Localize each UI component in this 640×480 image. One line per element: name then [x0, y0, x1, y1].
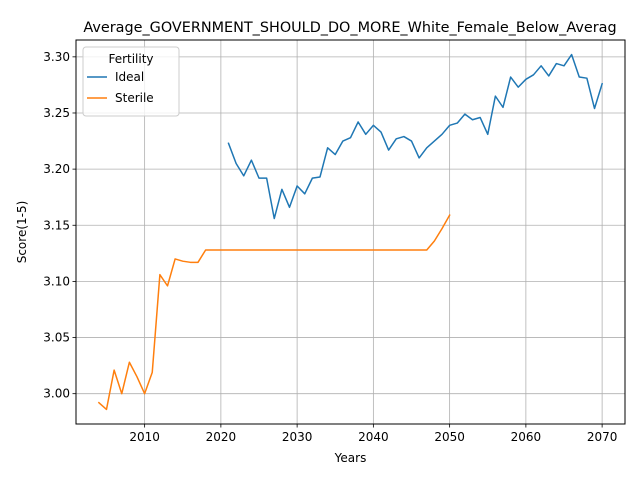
- y-tick-label: 3.00: [43, 387, 70, 401]
- y-tick-label: 3.20: [43, 162, 70, 176]
- y-tick-label: 3.05: [43, 331, 70, 345]
- x-tick-label: 2010: [129, 430, 160, 444]
- legend-title: Fertility: [108, 52, 153, 66]
- x-axis-ticks: 2010 2020 2030 2040 2050 2060 2070: [129, 424, 617, 444]
- series-line-ideal: [227, 53, 604, 220]
- x-axis-label: Years: [334, 451, 367, 465]
- x-tick-label: 2020: [206, 430, 237, 444]
- y-tick-label: 3.10: [43, 274, 70, 288]
- x-tick-label: 2050: [434, 430, 465, 444]
- y-axis-ticks: 3.00 3.05 3.10 3.15 3.20 3.25 3.30: [43, 50, 76, 401]
- legend-label-sterile: Sterile: [115, 91, 154, 105]
- chart-title: Average_GOVERNMENT_SHOULD_DO_MORE_White_…: [83, 20, 616, 36]
- y-axis-label: Score(1-5): [15, 201, 29, 264]
- y-tick-label: 3.25: [43, 106, 70, 120]
- y-tick-label: 3.30: [43, 50, 70, 64]
- x-tick-label: 2070: [587, 430, 618, 444]
- legend: Fertility Ideal Sterile: [82, 46, 180, 117]
- series-line-sterile: [97, 214, 451, 411]
- legend-label-ideal: Ideal: [115, 70, 144, 84]
- x-tick-label: 2030: [282, 430, 313, 444]
- x-tick-label: 2060: [511, 430, 542, 444]
- plot-frame: [75, 39, 626, 425]
- series-lines: [97, 53, 604, 411]
- x-tick-label: 2040: [358, 430, 389, 444]
- grid: [76, 40, 625, 424]
- y-tick-label: 3.15: [43, 218, 70, 232]
